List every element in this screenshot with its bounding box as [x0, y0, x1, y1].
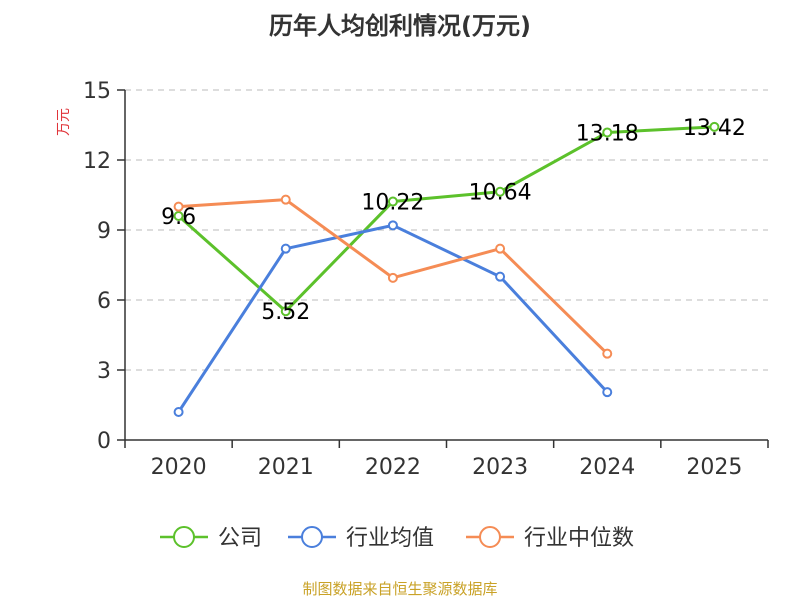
data-point [495, 186, 506, 197]
data-point [709, 121, 720, 132]
chart-title: 历年人均创利情况(万元) [269, 12, 531, 40]
y-tick-label: 12 [83, 149, 111, 174]
data-point [387, 220, 398, 231]
data-label: 10.64 [469, 181, 532, 206]
axes: 0 3 6 9 12 15 2020 2021 2022 2023 2024 2025 [83, 79, 769, 480]
y-axis-label: 万元 [56, 108, 72, 136]
data-point [495, 271, 506, 282]
x-tick-label: 2024 [579, 455, 635, 480]
data-point [495, 243, 506, 254]
legend-swatch-marker [479, 526, 501, 548]
legend-label: 行业均值 [346, 526, 434, 551]
data-point [280, 194, 291, 205]
legend-label: 行业中位数 [524, 526, 634, 551]
grid-lines [125, 89, 768, 371]
data-labels: 9.6 5.52 10.22 10.64 13.18 13.42 [161, 116, 746, 325]
x-tick-label: 2022 [365, 455, 421, 480]
y-tick-label: 6 [97, 289, 111, 314]
data-label: 13.18 [576, 121, 639, 146]
data-point [387, 196, 398, 207]
legend: 公司 行业均值 行业中位数 [160, 526, 634, 551]
data-point [280, 306, 291, 317]
y-tick-label: 3 [97, 359, 111, 384]
x-tick-label: 2025 [686, 455, 742, 480]
data-point [173, 211, 184, 221]
data-label: 10.22 [361, 191, 424, 216]
y-tick-label: 9 [97, 219, 111, 244]
data-label: 9.6 [161, 205, 196, 230]
data-label: 5.52 [261, 300, 310, 325]
series-line [177, 223, 609, 413]
legend-label: 公司 [218, 526, 262, 551]
legend-swatch-marker [301, 526, 323, 548]
data-point [602, 127, 613, 138]
source-note: 制图数据来自恒生聚源数据库 [302, 580, 497, 598]
data-label: 13.42 [683, 116, 746, 141]
data-point [280, 243, 291, 254]
legend-swatch-marker [173, 526, 195, 548]
data-point [173, 201, 184, 212]
x-tick-label: 2020 [151, 455, 207, 480]
series-line [177, 125, 715, 313]
series-layer [173, 121, 720, 417]
data-point [173, 407, 184, 417]
data-point [387, 272, 398, 283]
data-point [602, 387, 613, 398]
x-tick-label: 2021 [258, 455, 314, 480]
y-tick-label: 15 [83, 79, 111, 104]
y-tick-label: 0 [97, 429, 111, 454]
x-tick-label: 2023 [472, 455, 528, 480]
data-point [602, 348, 613, 359]
